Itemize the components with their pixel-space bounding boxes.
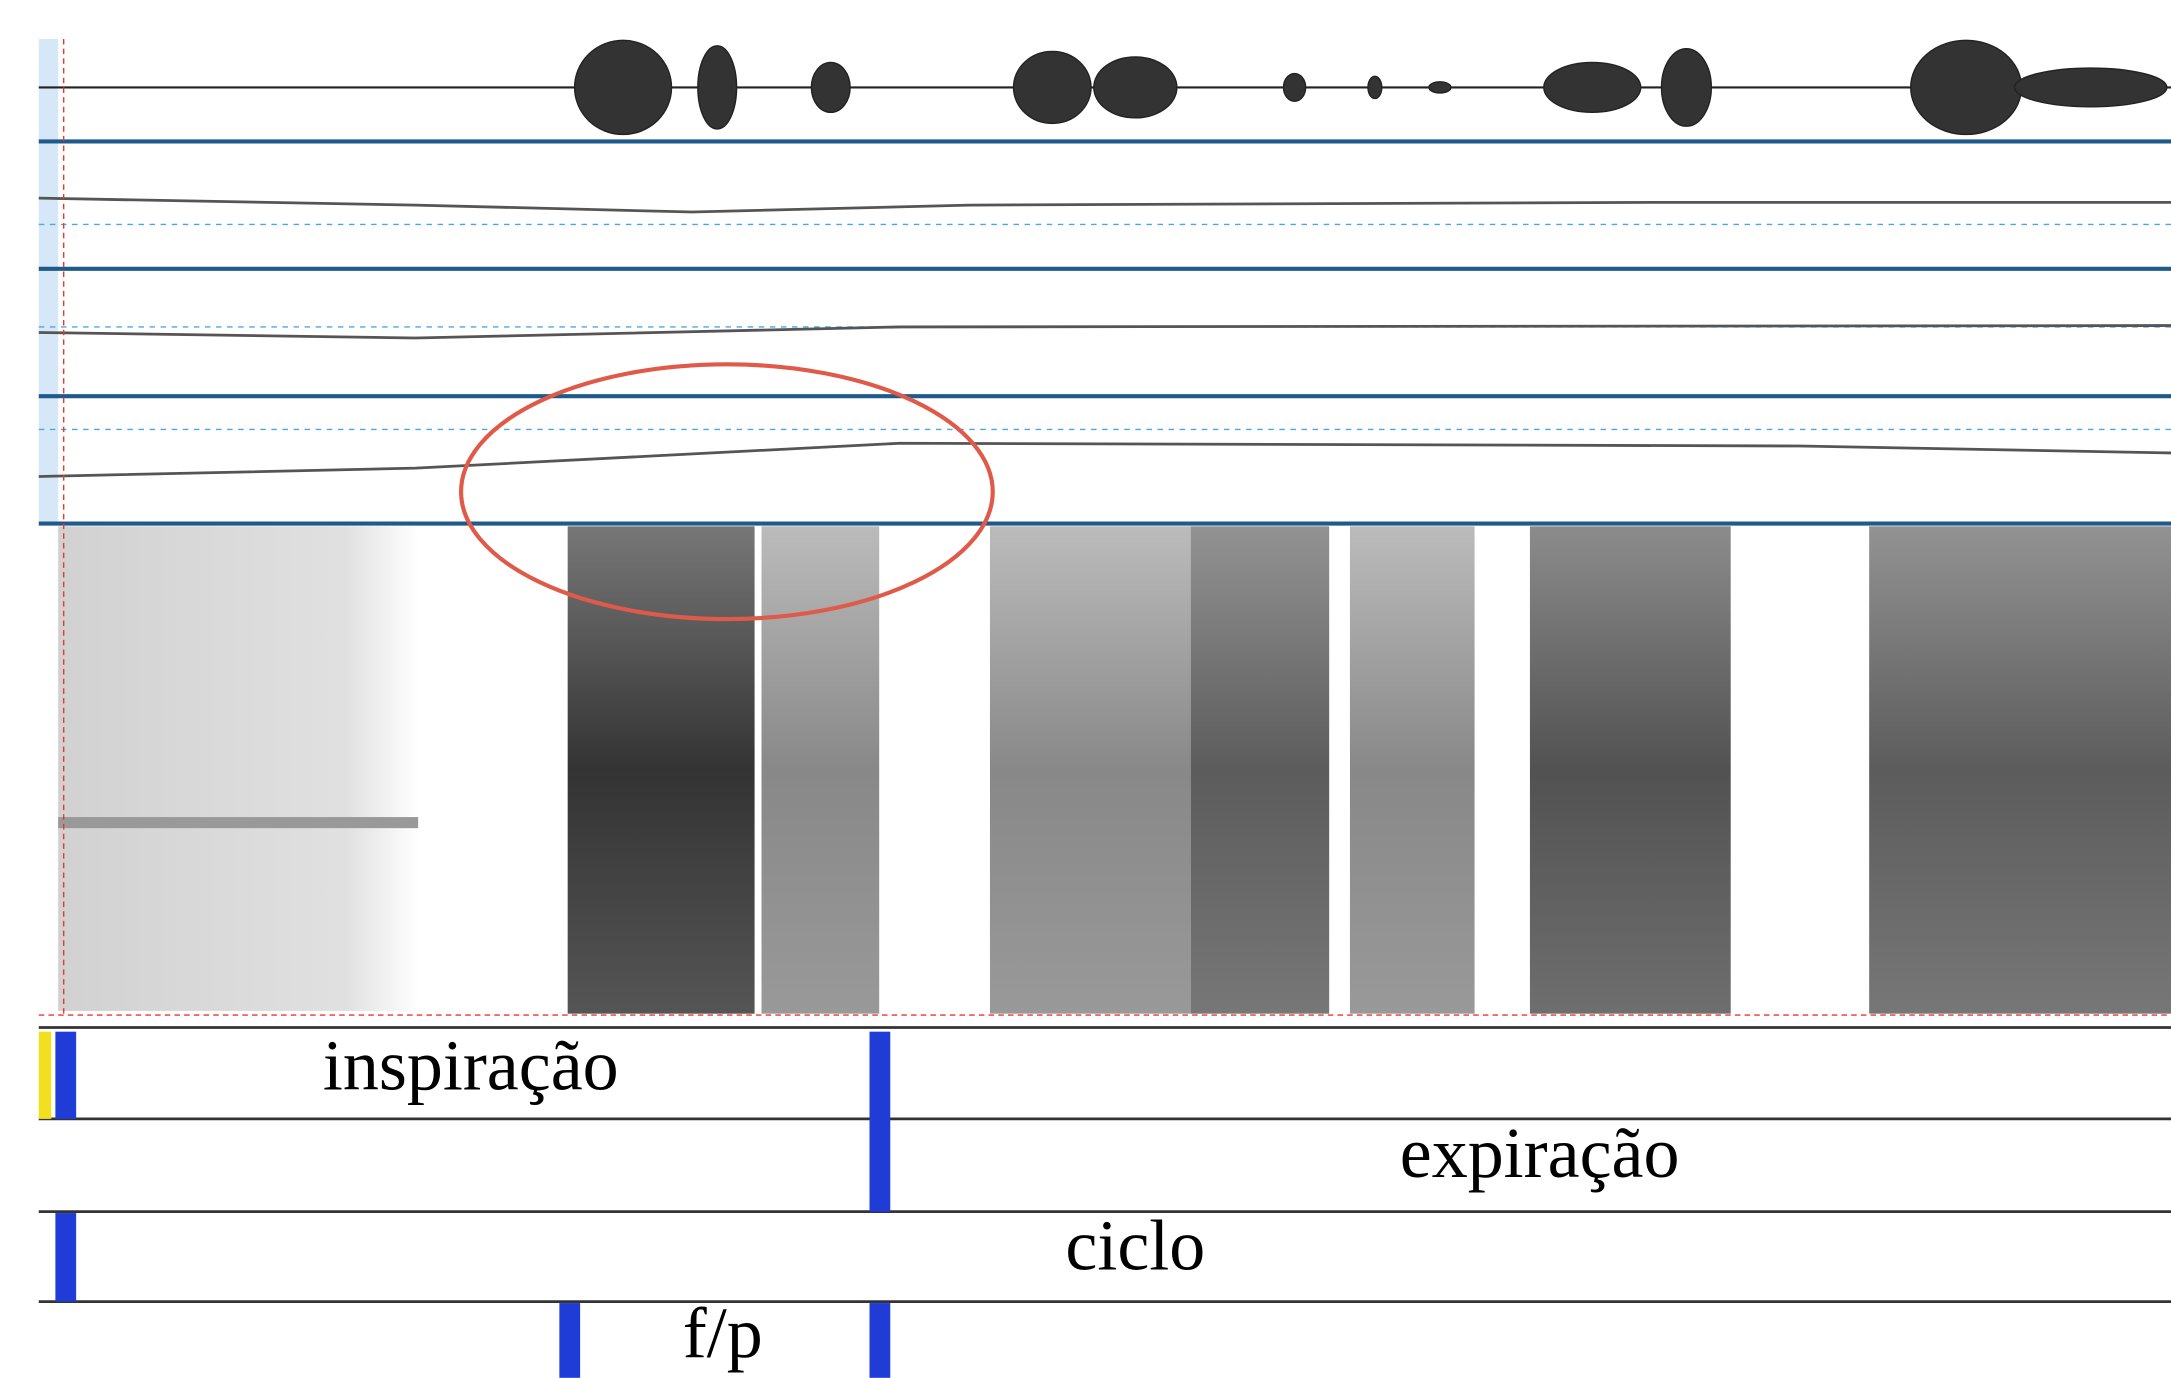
waveform xyxy=(39,40,2171,134)
interval-label[interactable]: ciclo xyxy=(1065,1206,1205,1286)
praat-editor: inspiração expiração ciclo f/p xyxy=(0,0,2171,1378)
page: {"tiers": [ {"label": "inspiração"}, {"l… xyxy=(0,0,2171,1378)
selection-strip xyxy=(39,39,58,524)
interval-label[interactable]: f/p xyxy=(683,1293,763,1373)
channel-lines xyxy=(39,141,2171,523)
interval-label[interactable]: inspiração xyxy=(323,1026,619,1106)
interval-label[interactable]: expiração xyxy=(1400,1113,1680,1193)
spectrogram xyxy=(58,526,2171,1013)
